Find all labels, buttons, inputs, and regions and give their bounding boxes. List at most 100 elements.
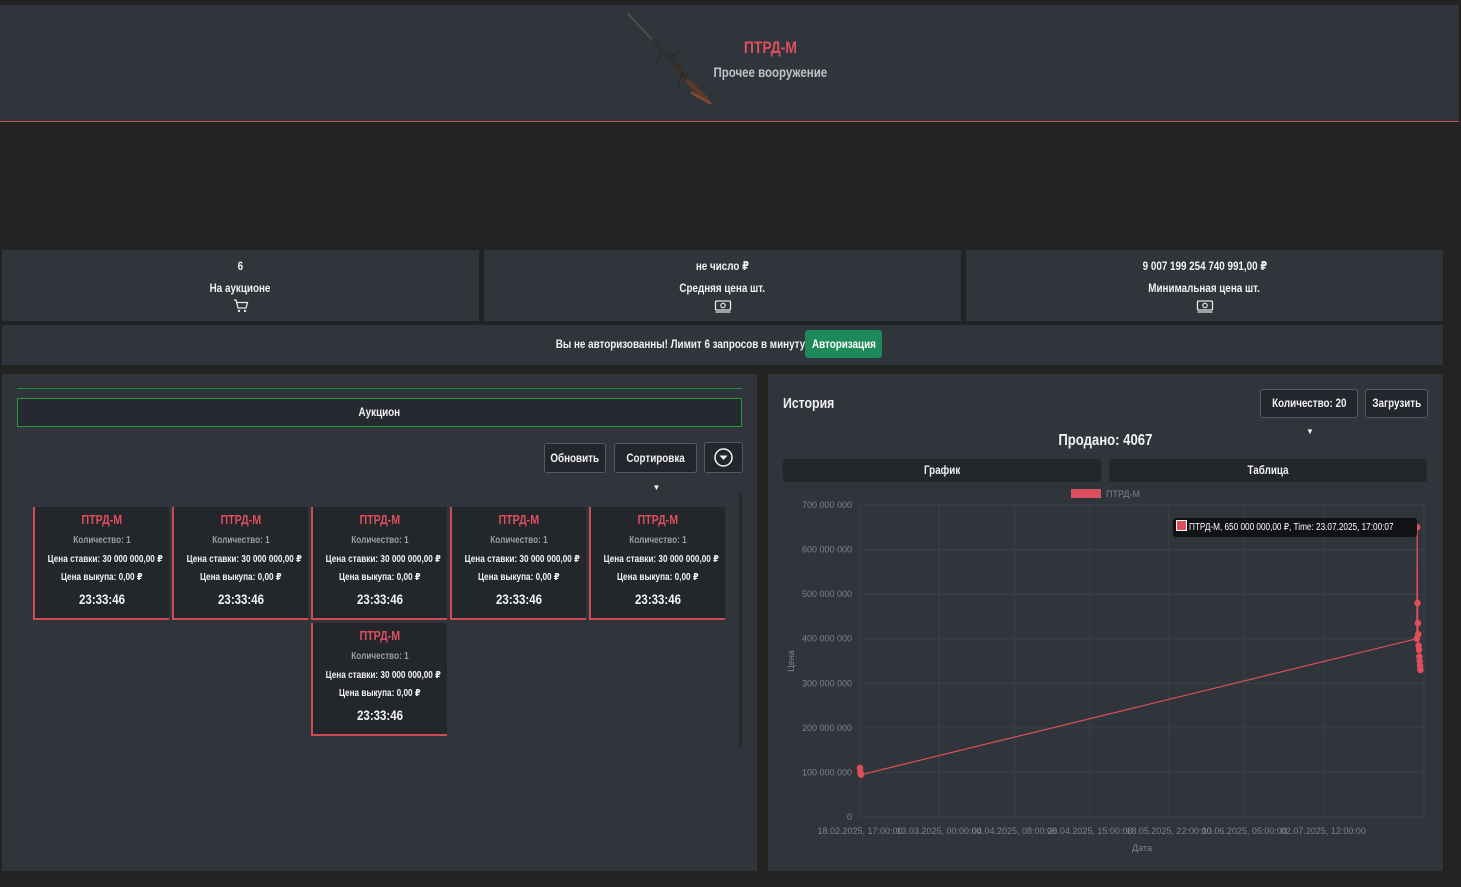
money-icon	[966, 298, 1443, 314]
y-axis-title: Цена	[786, 650, 796, 672]
data-point	[1414, 630, 1422, 638]
item-category: Прочее вооружение	[713, 64, 827, 80]
auction-panel: Аукцион Обновить Сортировка▼ ПТРД-М Коли…	[2, 374, 757, 871]
auction-card[interactable]: ПТРД-М Количество: 1 Цена ставки: 30 000…	[311, 507, 447, 620]
card-bid-price: Цена ставки: 30 000 000,00 ₽	[47, 554, 163, 565]
legend-label: ПТРД-М	[1106, 489, 1140, 499]
y-tick-label: 200 000 000	[802, 723, 852, 733]
card-time-left: 23:33:46	[635, 591, 681, 607]
divider	[17, 388, 742, 389]
card-quantity: Количество: 1	[212, 535, 270, 546]
price-history-chart: 0 100 000 000 200 000 000 300 000 000 400 00…	[786, 489, 1425, 853]
cart-icon	[2, 298, 479, 314]
history-title: История	[783, 395, 835, 412]
card-title: ПТРД-М	[637, 512, 679, 527]
item-header: ПТРД-М Прочее вооружение	[0, 5, 1459, 122]
x-tick-label: 02.07.2025, 12:00:00	[1281, 826, 1366, 836]
auction-card[interactable]: ПТРД-М Количество: 1 Цена ставки: 30 000…	[33, 507, 169, 620]
x-tick-label: 10.06.2025, 05:00:00	[1202, 826, 1287, 836]
stat-min-price: 9 007 199 254 740 991,00 ₽ Минимальная ц…	[966, 250, 1443, 321]
data-point	[1414, 619, 1422, 627]
login-button[interactable]: Авторизация	[805, 330, 882, 358]
auth-warning-text: Вы не авторизованны! Лимит 6 запросов в …	[555, 337, 809, 351]
card-title: ПТРД-М	[359, 628, 401, 643]
stat-value: не число ₽	[695, 259, 750, 273]
card-quantity: Количество: 1	[629, 535, 687, 546]
card-quantity: Количество: 1	[351, 651, 409, 662]
card-quantity: Количество: 1	[351, 535, 409, 546]
y-tick-label: 700 000 000	[802, 500, 852, 510]
data-point	[857, 771, 865, 778]
scrollbar[interactable]	[739, 494, 742, 747]
card-buyout-price: Цена выкупа: 0,00 ₽	[617, 572, 699, 583]
card-time-left: 23:33:46	[357, 707, 403, 723]
card-bid-price: Цена ставки: 30 000 000,00 ₽	[603, 554, 719, 565]
y-tick-label: 300 000 000	[802, 678, 852, 688]
load-button[interactable]: Загрузить	[1365, 389, 1428, 418]
card-bid-price: Цена ставки: 30 000 000,00 ₽	[325, 554, 441, 565]
filter-toggle-button[interactable]	[704, 442, 743, 473]
card-title: ПТРД-М	[498, 512, 540, 527]
tab-graph[interactable]: График	[783, 459, 1101, 482]
card-buyout-price: Цена выкупа: 0,00 ₽	[339, 572, 421, 583]
y-tick-label: 100 000 000	[802, 767, 852, 777]
auction-card[interactable]: ПТРД-М Количество: 1 Цена ставки: 30 000…	[589, 507, 725, 620]
card-title: ПТРД-М	[359, 512, 401, 527]
data-point	[1415, 646, 1423, 654]
card-bid-price: Цена ставки: 30 000 000,00 ₽	[325, 670, 441, 681]
card-time-left: 23:33:46	[79, 591, 125, 607]
y-tick-label: 400 000 000	[802, 634, 852, 644]
card-bid-price: Цена ставки: 30 000 000,00 ₽	[186, 554, 302, 565]
chart-tooltip: ПТРД-М, 650 000 000,00 ₽, Time: 23.07.20…	[1173, 518, 1417, 537]
x-tick-label: 18.05.2025, 22:00:00	[1126, 826, 1211, 836]
card-quantity: Количество: 1	[490, 535, 548, 546]
money-icon	[484, 298, 961, 314]
legend-swatch	[1176, 520, 1187, 531]
stat-on-auction: 6 На аукционе	[2, 250, 479, 321]
stat-label: Средняя цена шт.	[679, 281, 766, 295]
series-line	[859, 527, 1422, 776]
y-tick-label: 500 000 000	[802, 589, 852, 599]
stat-value: 6	[237, 259, 244, 273]
x-tick-label: 13.03.2025, 00:00:00	[896, 826, 981, 836]
legend-swatch	[1071, 489, 1101, 498]
tab-auction[interactable]: Аукцион	[17, 398, 742, 427]
chevron-down-icon: ▼	[652, 483, 661, 492]
x-tick-label: 26.04.2025, 15:00:00	[1047, 826, 1132, 836]
card-title: ПТРД-М	[220, 512, 262, 527]
weapon-image	[618, 11, 718, 111]
chevron-down-icon: ▼	[1306, 427, 1314, 436]
history-panel: 0 100 000 000 200 000 000 300 000 000 400 00…	[768, 374, 1443, 871]
x-axis-title: Дата	[1132, 843, 1152, 853]
data-point	[1414, 599, 1421, 607]
card-buyout-price: Цена выкупа: 0,00 ₽	[339, 688, 421, 699]
card-time-left: 23:33:46	[218, 591, 264, 607]
sort-dropdown[interactable]: Сортировка▼	[614, 443, 697, 492]
x-tick-label: 04.04.2025, 08:00:00	[972, 826, 1057, 836]
card-quantity: Количество: 1	[73, 535, 131, 546]
y-tick-label: 600 000 000	[802, 545, 852, 555]
stat-average-price: не число ₽ Средняя цена шт.	[484, 250, 961, 321]
card-buyout-price: Цена выкупа: 0,00 ₽	[200, 572, 282, 583]
card-bid-price: Цена ставки: 30 000 000,00 ₽	[464, 554, 580, 565]
y-tick-label: 0	[847, 812, 852, 822]
card-buyout-price: Цена выкупа: 0,00 ₽	[478, 572, 560, 583]
chevron-circle-down-icon	[714, 448, 733, 467]
data-point	[1417, 666, 1424, 674]
auction-card[interactable]: ПТРД-М Количество: 1 Цена ставки: 30 000…	[172, 507, 308, 620]
item-title: ПТРД-М	[743, 38, 797, 57]
count-dropdown[interactable]: Количество: 20▼	[1260, 389, 1358, 436]
auction-card[interactable]: ПТРД-М Количество: 1 Цена ставки: 30 000…	[450, 507, 586, 620]
auction-card[interactable]: ПТРД-М Количество: 1 Цена ставки: 30 000…	[311, 623, 447, 736]
card-title: ПТРД-М	[81, 512, 123, 527]
sold-count: Продано: 4067	[1058, 432, 1153, 449]
stat-label: На аукционе	[210, 281, 271, 295]
x-tick-label: 18.02.2025, 17:00:00	[817, 826, 902, 836]
refresh-button[interactable]: Обновить	[544, 443, 606, 473]
card-time-left: 23:33:46	[496, 591, 542, 607]
stat-label: Минимальная цена шт.	[1148, 281, 1261, 295]
stat-value: 9 007 199 254 740 991,00 ₽	[1142, 259, 1267, 273]
card-buyout-price: Цена выкупа: 0,00 ₽	[61, 572, 143, 583]
tab-table[interactable]: Таблица	[1109, 459, 1427, 482]
auth-warning-bar: Вы не авторизованны! Лимит 6 запросов в …	[2, 325, 1443, 365]
